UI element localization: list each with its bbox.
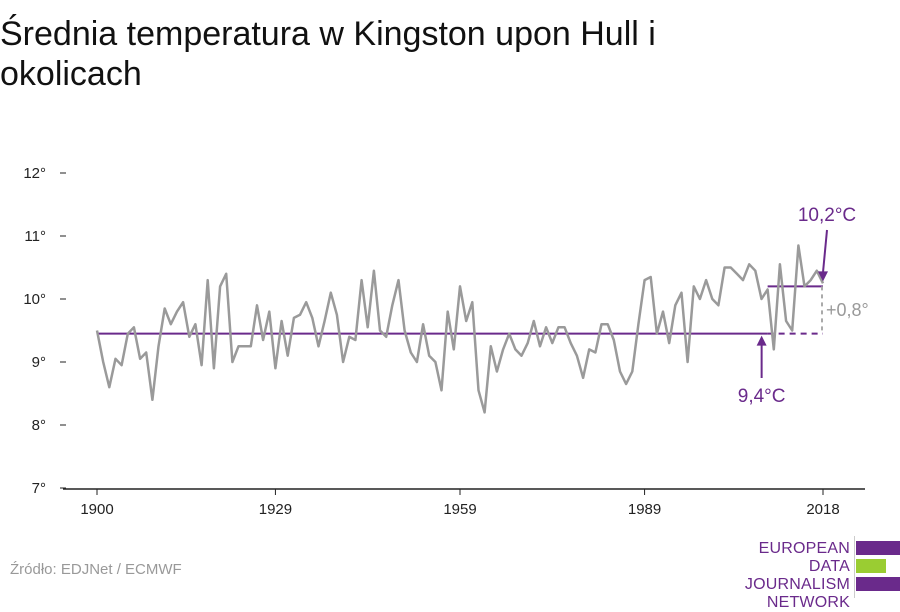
y-tick-label: 7° <box>32 480 46 497</box>
x-axis-ticks: 1900 1929 1959 1989 2018 <box>80 489 839 518</box>
y-tick-label: 10° <box>23 291 46 308</box>
x-tick-label: 1989 <box>628 501 661 518</box>
y-axis-ticks: 7° 8° 9° 10° 11° 12° <box>23 165 66 497</box>
edjnet-logo: EUROPEAN DATA JOURNALISM NETWORK <box>708 536 900 598</box>
logo-line-1: EUROPEAN <box>708 540 850 558</box>
annotations: +0,8° 9,4°C 10,2°C <box>97 205 869 413</box>
logo-bar-purple-top <box>856 541 900 555</box>
x-tick-label: 2018 <box>806 501 839 518</box>
source-note: Źródło: EDJNet / ECMWF <box>10 561 182 578</box>
baseline-arrow-head <box>757 336 767 346</box>
logo-divider <box>854 536 855 598</box>
y-tick-label: 11° <box>24 228 46 245</box>
logo-text: EUROPEAN DATA JOURNALISM NETWORK <box>708 540 850 612</box>
y-tick-label: 8° <box>32 417 46 434</box>
y-tick-label: 9° <box>32 354 46 371</box>
recent-label: 10,2°C <box>798 205 856 226</box>
baseline-label: 9,4°C <box>738 386 786 407</box>
y-tick-label: 12° <box>23 165 46 182</box>
logo-line-2: DATA JOURNALISM <box>708 558 850 594</box>
x-tick-label: 1929 <box>259 501 292 518</box>
temperature-series-line <box>97 246 823 413</box>
logo-line-3: NETWORK <box>708 594 850 612</box>
difference-label: +0,8° <box>826 300 869 320</box>
x-tick-label: 1959 <box>443 501 476 518</box>
logo-bar-purple-bottom <box>856 577 900 591</box>
logo-bar-green <box>856 559 886 573</box>
x-tick-label: 1900 <box>80 501 113 518</box>
recent-arrow <box>823 230 827 272</box>
